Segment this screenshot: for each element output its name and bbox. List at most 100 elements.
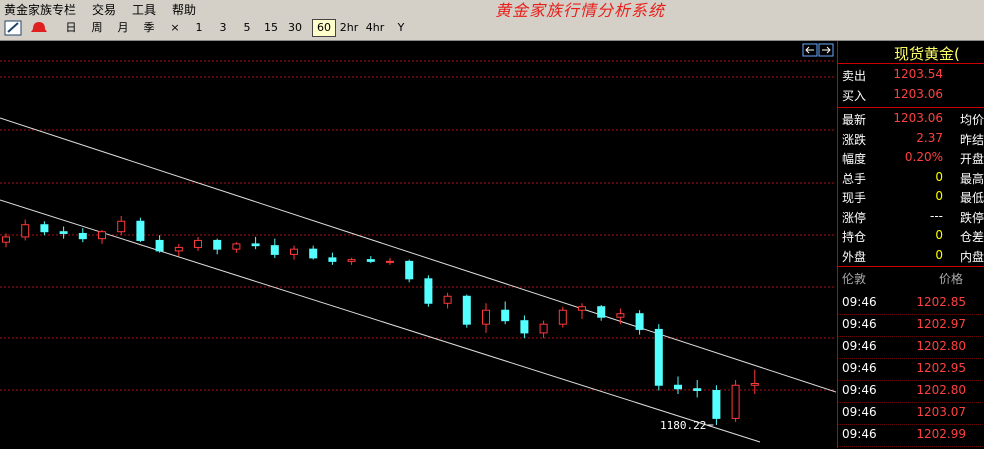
menu-item[interactable]: 帮助 [172, 3, 197, 17]
period-button[interactable]: 季 [143, 21, 155, 34]
app-title: 黄金家族行情分析系统 [495, 1, 666, 20]
separator [838, 424, 984, 425]
chart-bg [0, 41, 836, 448]
quote-value: 0.20% [904, 150, 943, 164]
quote-value: --- [930, 208, 943, 223]
quote-row: 涨停 --- 跌停 [838, 209, 984, 228]
separator [838, 266, 984, 267]
trade-price: 1202.85 [916, 295, 966, 309]
channel-upper [0, 117, 836, 393]
candle-body [40, 224, 49, 233]
trade-time: 09:46 [842, 383, 877, 397]
trade-time: 09:46 [842, 295, 877, 309]
trade-time: 09:46 [842, 405, 877, 419]
candle-body [2, 236, 10, 243]
quote-row: 卖出 1203.54 [838, 67, 984, 86]
period-button[interactable]: 3 [219, 21, 227, 34]
quote-label: 内盘 [960, 249, 984, 264]
quote-label: 卖出 [842, 69, 867, 83]
trade-price: 1202.99 [916, 427, 966, 441]
separator [838, 336, 984, 337]
quote-row: 涨跌 2.37 昨结 [838, 131, 984, 150]
quote-label: 跌停 [960, 210, 984, 225]
quote-label: 总手 [842, 171, 867, 186]
trade-row: 09:46 1202.80 [838, 339, 984, 361]
quote-value: 1203.06 [893, 86, 943, 101]
period-button[interactable]: 1 [195, 21, 203, 34]
quote-row: 最新 1203.06 均价 [838, 111, 984, 130]
candle-body [674, 384, 682, 390]
trade-time: 09:46 [842, 317, 877, 331]
menu-item[interactable]: 黄金家族专栏 [4, 3, 77, 17]
channel-lower [0, 199, 761, 443]
quote-label: 均价 [960, 113, 984, 127]
menu-item[interactable]: 工具 [132, 3, 157, 17]
candle-body [309, 248, 318, 259]
low-label: 1180.22 [660, 419, 706, 432]
trades-header: 伦敦 价格 [838, 270, 984, 292]
candle-body [520, 320, 529, 334]
quote-row: 总手 0 最高 [838, 170, 984, 189]
trade-row: 09:46 1202.85 [838, 295, 984, 317]
candle-body [539, 323, 548, 334]
trade-price: 1202.80 [916, 339, 966, 353]
candle-body [155, 239, 164, 252]
quote-label: 涨跌 [842, 132, 867, 147]
candle-body [635, 313, 644, 330]
candles: 1180.22 [2, 216, 759, 432]
trade-row: 09:46 1203.07 [838, 405, 984, 427]
quote-label: 持仓 [842, 230, 867, 244]
candle-body [578, 306, 586, 311]
nav-buttons[interactable] [802, 43, 834, 57]
period-button[interactable]: 月 [117, 21, 129, 34]
period-button[interactable]: 2hr [339, 21, 359, 34]
candle-body [213, 239, 222, 250]
trade-time: 09:46 [842, 339, 877, 353]
toolbar: 日 周 月 季 × 1 3 5 15 30 60 2hr 4hr Y [0, 17, 984, 41]
period-button[interactable]: 60 [312, 19, 336, 37]
quote-label: 最高 [960, 171, 984, 186]
period-button[interactable]: × [170, 21, 180, 34]
quote-label: 最新 [842, 113, 867, 127]
trade-row: 09:46 1202.99 [838, 427, 984, 449]
separator [838, 107, 984, 108]
candle-body [117, 220, 126, 233]
candle-body [136, 220, 145, 241]
candle-body [558, 309, 567, 325]
candle-body [232, 243, 241, 250]
header-price: 价格 [938, 272, 963, 286]
trade-price: 1203.07 [916, 405, 966, 419]
candle-body [597, 306, 606, 318]
trade-time: 09:46 [842, 361, 877, 375]
period-button[interactable]: 4hr [365, 21, 385, 34]
period-button[interactable]: 周 [91, 21, 103, 34]
quote-label: 仓差 [960, 230, 984, 244]
candle-body [194, 239, 202, 248]
candle-body [98, 231, 106, 240]
period-button[interactable]: 30 [288, 21, 302, 34]
candle-body [654, 328, 663, 386]
quote-label: 最低 [960, 191, 984, 205]
candle-body [462, 295, 471, 325]
separator [838, 446, 984, 447]
period-button[interactable]: 日 [65, 21, 77, 34]
candle-body [366, 259, 375, 262]
trade-price: 1202.97 [916, 317, 966, 331]
period-button[interactable]: 15 [264, 21, 278, 34]
trade-price: 1202.95 [916, 361, 966, 375]
quote-label: 现手 [842, 191, 867, 205]
tool-icons[interactable] [2, 17, 52, 39]
period-button[interactable]: Y [397, 21, 405, 34]
quote-value: 0 [935, 247, 943, 262]
quote-value: 1203.54 [893, 67, 943, 81]
candle-body [712, 389, 721, 419]
candle-body [386, 260, 394, 263]
quote-value: 0 [935, 169, 943, 184]
separator [838, 358, 984, 359]
candle-body [424, 278, 433, 304]
period-button[interactable]: 5 [243, 21, 251, 34]
menu-item[interactable]: 交易 [92, 3, 117, 17]
candle-body [174, 246, 183, 252]
trade-row: 09:46 1202.97 [838, 317, 984, 339]
